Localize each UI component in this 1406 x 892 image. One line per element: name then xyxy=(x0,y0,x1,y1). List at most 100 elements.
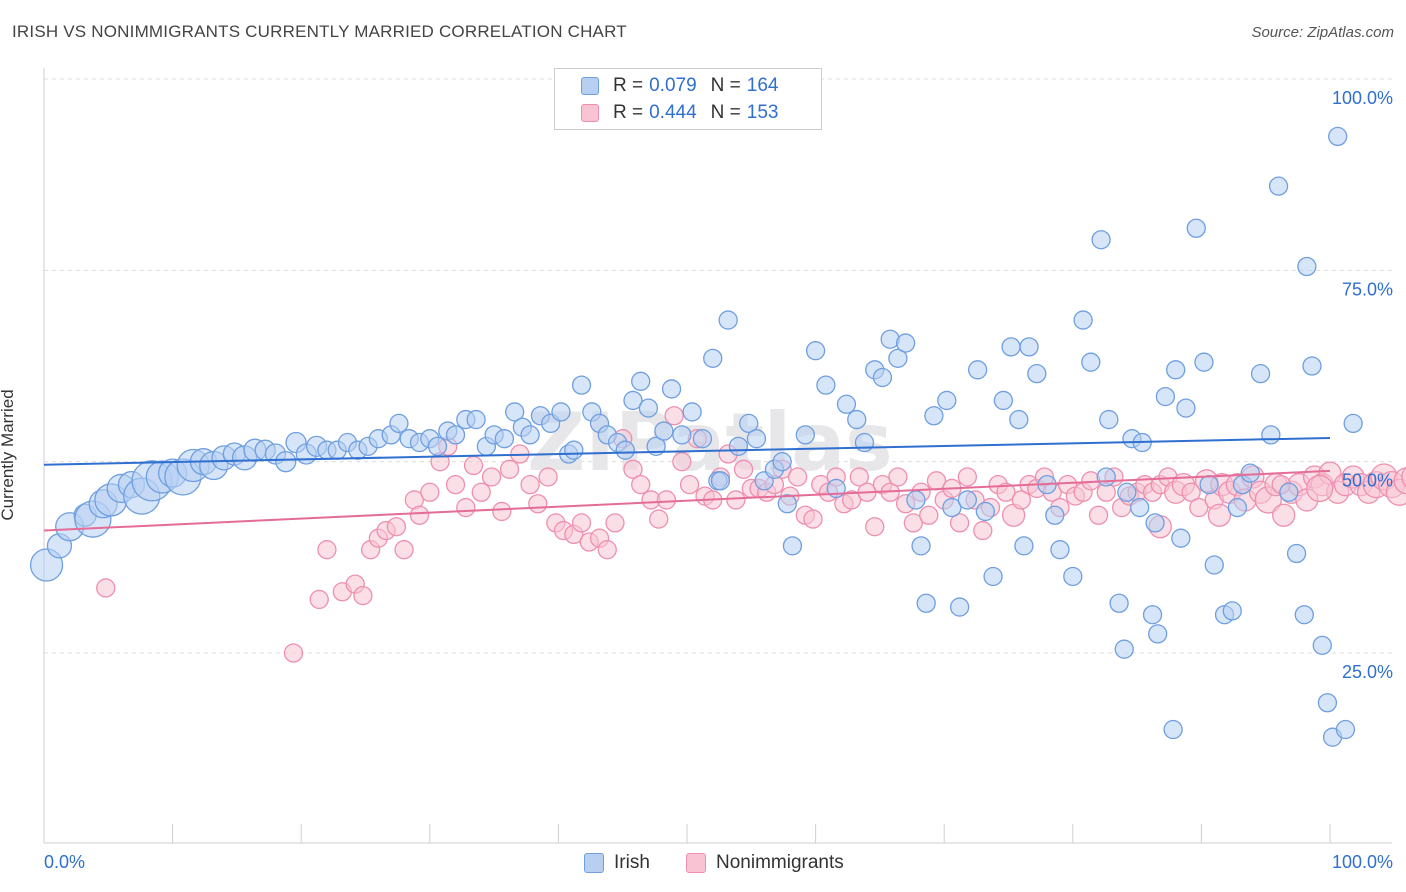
irish-point xyxy=(836,394,857,414)
irish-point xyxy=(1279,482,1299,502)
irish-point xyxy=(993,390,1014,411)
irish-point xyxy=(692,429,713,449)
legend-label-irish: Irish xyxy=(614,852,650,873)
legend-item-irish[interactable]: Irish xyxy=(584,852,650,874)
irish-point xyxy=(1145,513,1165,533)
irish-point xyxy=(957,490,977,510)
irish-point xyxy=(1312,635,1332,655)
nonimmigrants-point xyxy=(949,513,970,533)
nonimmigrants-point xyxy=(664,406,684,426)
irish-point xyxy=(389,413,409,434)
irish-point xyxy=(1019,337,1039,357)
irish-point xyxy=(1222,601,1242,621)
x-tick-label-max: 100.0% xyxy=(1331,852,1393,872)
irish-point xyxy=(942,497,962,518)
irish-point xyxy=(718,310,738,330)
nonimmigrants-point xyxy=(672,452,692,472)
nonimmigrants-point xyxy=(463,455,484,476)
nonimmigrants-point xyxy=(1272,503,1296,527)
nonimmigrants-point xyxy=(1306,474,1334,503)
irish-point xyxy=(739,413,759,434)
irish-point xyxy=(1091,230,1111,250)
legend-item-nonimmigrants[interactable]: Nonimmigrants xyxy=(686,852,844,874)
nonimmigrants-point xyxy=(849,467,869,487)
nonimmigrants-point xyxy=(1207,503,1232,527)
nonimmigrants-point xyxy=(420,482,440,502)
irish-point xyxy=(564,440,584,460)
nonimmigrants-point xyxy=(733,459,754,479)
irish-point xyxy=(615,440,635,460)
irish-point xyxy=(782,536,803,556)
y-tick-label: 50.0% xyxy=(1342,471,1393,491)
irish-point xyxy=(703,348,723,368)
irish-point xyxy=(1176,398,1196,418)
irish-point xyxy=(1130,497,1150,518)
irish-point xyxy=(1240,463,1260,483)
irish-points xyxy=(29,126,1363,747)
legend-n-value: 164 xyxy=(746,75,779,96)
irish-point xyxy=(1114,639,1134,659)
nonimmigrants-point xyxy=(726,490,746,510)
irish-point xyxy=(1001,337,1021,357)
irish-point xyxy=(427,436,448,457)
irish-trend-line xyxy=(43,436,1331,466)
nonimmigrants-point xyxy=(787,467,808,487)
irish-point xyxy=(847,409,867,430)
nonimmigrants-point xyxy=(996,482,1016,502)
irish-point xyxy=(1109,593,1129,613)
legend-row-irish: R = 0.079 N = 164 xyxy=(581,73,778,99)
series-legend: Irish Nonimmigrants xyxy=(0,852,1406,878)
legend-r-value: 0.444 xyxy=(649,102,697,123)
irish-point xyxy=(1050,540,1070,560)
irish-point xyxy=(466,409,486,430)
nonimmigrants-point xyxy=(597,540,617,560)
legend-swatch-irish xyxy=(581,77,599,95)
irish-point xyxy=(1148,624,1168,644)
irish-point xyxy=(672,425,692,445)
irish-point xyxy=(805,341,826,361)
nonimmigrants-point xyxy=(317,540,337,560)
x-tick-label-min: 0.0% xyxy=(44,852,86,872)
nonimmigrants-point xyxy=(309,589,329,610)
irish-point xyxy=(1081,352,1101,372)
irish-point xyxy=(1117,482,1137,502)
irish-point xyxy=(1045,505,1065,525)
nonimmigrants-point xyxy=(1181,482,1201,502)
nonimmigrants-point xyxy=(96,578,116,598)
legend-row-nonimmigrants: R = 0.444 N = 153 xyxy=(581,100,778,126)
nonimmigrants-point xyxy=(445,474,466,495)
irish-point xyxy=(1328,126,1348,147)
irish-point xyxy=(1142,605,1163,625)
irish-point xyxy=(494,429,515,449)
irish-point xyxy=(1166,360,1186,380)
irish-point xyxy=(1096,467,1116,487)
irish-point xyxy=(906,490,926,510)
irish-point xyxy=(777,494,797,514)
irish-point xyxy=(1343,413,1363,434)
nonimmigrants-point xyxy=(888,467,908,487)
irish-point xyxy=(1199,474,1219,495)
nonimmigrants-points xyxy=(96,406,1406,663)
irish-point xyxy=(1294,605,1314,625)
nonimmigrants-point xyxy=(1011,490,1032,510)
irish-point xyxy=(1063,566,1083,587)
nonimmigrants-point xyxy=(520,474,540,495)
trend-lines xyxy=(43,436,1331,532)
legend-n-label: N = xyxy=(710,75,741,96)
irish-point xyxy=(1250,364,1271,384)
irish-point xyxy=(1204,555,1224,575)
nonimmigrants-point xyxy=(605,513,625,533)
nonimmigrants-point xyxy=(1189,497,1209,518)
irish-point xyxy=(571,375,592,395)
axes xyxy=(43,68,1392,844)
nonimmigrants-point xyxy=(1401,466,1406,488)
legend-r-label: R = xyxy=(613,102,644,123)
irish-point xyxy=(1317,693,1338,713)
irish-point xyxy=(916,593,936,613)
irish-point xyxy=(937,390,957,411)
irish-point xyxy=(1286,543,1307,564)
irish-point xyxy=(505,402,525,422)
irish-point xyxy=(1027,364,1047,384)
chart-title: IRISH VS NONIMMIGRANTS CURRENTLY MARRIED… xyxy=(12,22,627,41)
